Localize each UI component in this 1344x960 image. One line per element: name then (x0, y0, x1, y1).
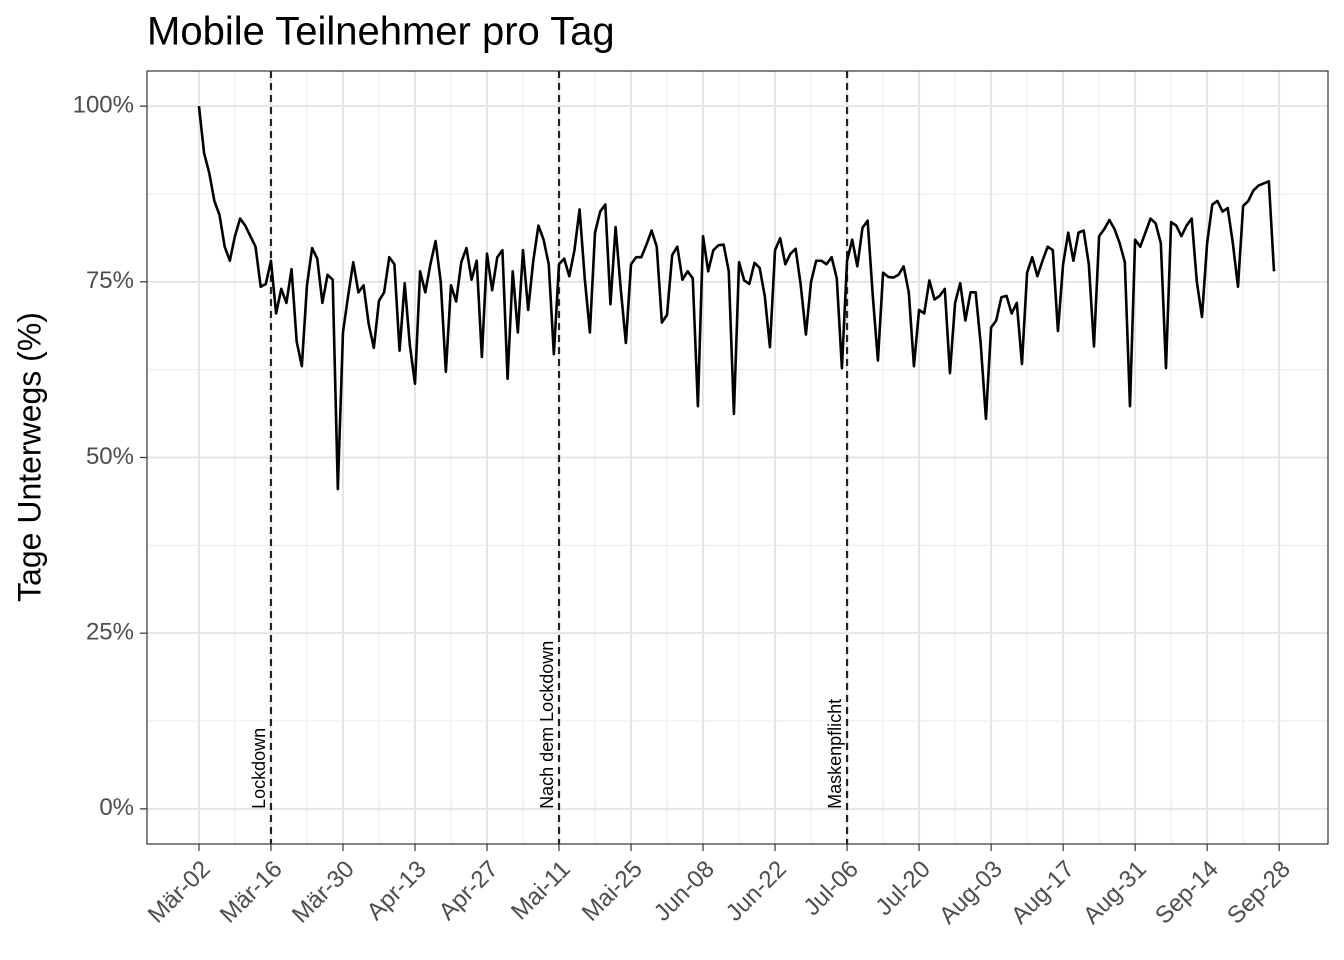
chart-title: Mobile Teilnehmer pro Tag (147, 10, 615, 54)
event-label: Lockdown (249, 728, 269, 809)
data-line (197, 105, 1276, 491)
y-tick-label: 100% (73, 91, 134, 118)
event-label: Maskenpflicht (825, 699, 845, 809)
y-tick-label: 75% (86, 267, 134, 294)
y-tick-label: 0% (99, 794, 134, 821)
plot-marks: Lockdown Nach dem Lockdown Maskenpflicht (197, 71, 1276, 844)
event-label: Nach dem Lockdown (537, 641, 557, 809)
y-tick-label: 50% (86, 443, 134, 470)
y-tick-label: 25% (86, 619, 134, 646)
y-axis-label: Tage Unterwegs (%) (11, 312, 47, 602)
grid (147, 71, 1328, 844)
